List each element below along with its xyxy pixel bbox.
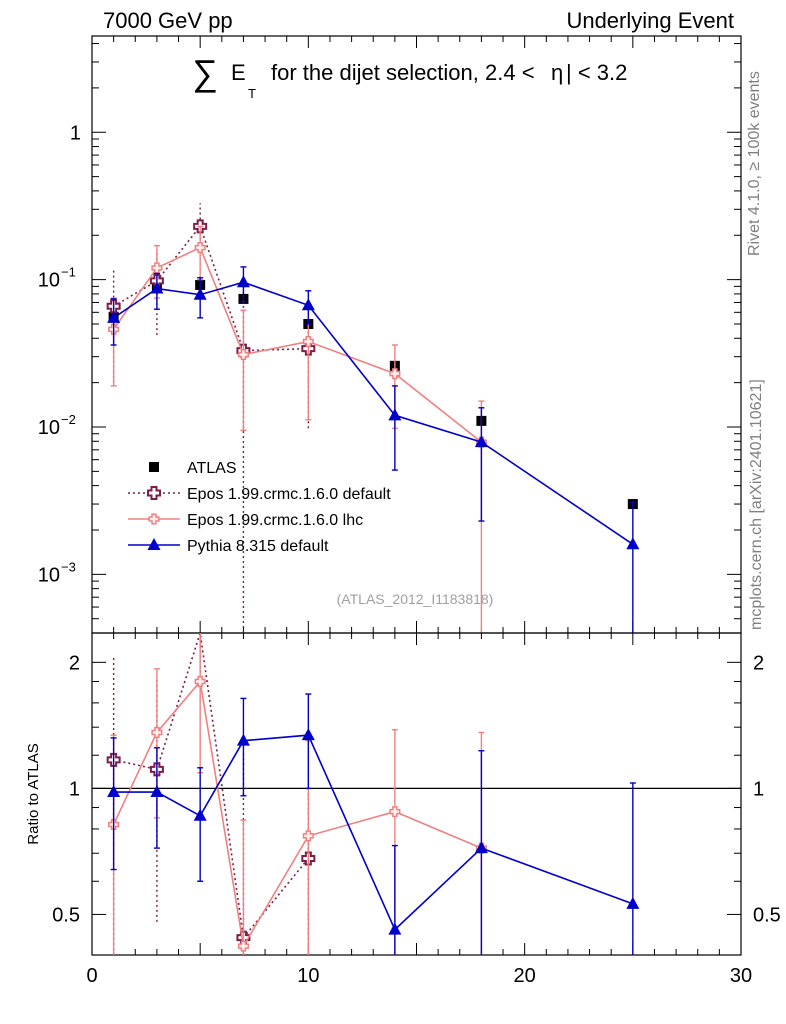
pythia-point — [301, 728, 315, 741]
legend-label: Pythia 8.315 default — [187, 538, 329, 555]
y-tick-exponent: −3 — [61, 559, 76, 574]
epos-lhc-point — [389, 806, 401, 818]
y-tick-label: 1 — [70, 122, 81, 144]
pythia-point — [388, 922, 402, 935]
x-tick-label: 30 — [730, 965, 752, 987]
header-process: 7000 GeV pp — [103, 8, 233, 33]
pythia-point — [626, 537, 640, 550]
ratio-y-axis-label: Ratio to ATLAS — [25, 743, 42, 844]
title-end: | < 3.2 — [566, 60, 627, 85]
pythia-point — [107, 785, 121, 798]
pythia-point — [107, 310, 121, 323]
epos-lhc-point — [237, 349, 249, 361]
ratio-y-tick-label: 2 — [69, 652, 80, 674]
y-tick-exponent: −1 — [61, 265, 76, 280]
main-series — [106, 203, 640, 633]
pythia-point — [193, 287, 207, 300]
pythia-point — [474, 841, 488, 854]
x-tick-label: 20 — [514, 965, 536, 987]
epos-lhc-point — [194, 675, 206, 688]
pythia-point — [150, 785, 164, 798]
main-axis-ticks: 10 −310 −210 −11 — [38, 36, 742, 634]
epos-lhc-point — [151, 262, 163, 274]
ratio-y-tick-label: 1 — [69, 778, 80, 800]
atlas-data-point — [149, 462, 159, 472]
pythia-point — [301, 298, 315, 311]
title-eta: η — [551, 60, 563, 85]
epos-default-point — [147, 486, 161, 500]
pythia-point — [388, 408, 402, 421]
legend-label: ATLAS — [187, 460, 237, 477]
epos-lhc-point — [389, 368, 401, 380]
y-tick-label: 10 — [38, 417, 60, 439]
epos-lhc-point — [194, 242, 206, 254]
y-tick-exponent: −2 — [61, 412, 76, 427]
pythia-point — [193, 808, 207, 821]
pythia-point — [236, 733, 250, 746]
analysis-watermark: (ATLAS_2012_I1183818) — [337, 591, 494, 607]
title-sum-symbol: ∑ — [192, 52, 218, 93]
title-subscript: T — [248, 86, 256, 101]
pythia-point — [147, 538, 161, 550]
pythia-point — [626, 896, 640, 909]
epos-default-line — [113, 632, 309, 940]
epos-lhc-point — [302, 830, 314, 842]
y-tick-label: 10 — [38, 270, 60, 292]
pythia-line — [113, 281, 634, 545]
legend-label: Epos 1.99.crmc.1.6.0 lhc — [187, 512, 363, 529]
pythia-point — [236, 275, 250, 288]
epos-lhc-point — [237, 940, 249, 952]
pythia-line — [113, 734, 634, 931]
legend: ATLAS Epos 1.99.crmc.1.6.0 default Epos 1.… — [128, 460, 391, 555]
ratio-plot-frame — [91, 632, 742, 956]
epos-lhc-point — [302, 336, 314, 348]
ratio-y-tick-label: 0.5 — [52, 904, 80, 926]
ratio-panel-frame — [91, 632, 742, 956]
x-tick-label: 10 — [297, 965, 319, 987]
epos-lhc-line — [112, 679, 482, 949]
epos-lhc-point — [148, 513, 160, 525]
ratio-y-tick-label-right: 0.5 — [753, 904, 781, 926]
ratio-y-tick-label-right: 1 — [753, 778, 764, 800]
pythia-point — [474, 435, 488, 448]
y-tick-label: 10 — [38, 564, 60, 586]
ratio-y-tick-label-right: 2 — [753, 652, 764, 674]
title-E: E — [231, 60, 246, 85]
ratio-series — [106, 632, 640, 955]
x-tick-label: 0 — [86, 965, 97, 987]
legend-label: Epos 1.99.crmc.1.6.0 default — [187, 486, 391, 503]
epos-lhc-line — [112, 246, 482, 443]
pythia-point — [150, 281, 164, 294]
title-text: for the dijet selection, 2.4 < — [271, 60, 535, 85]
header-analysis: Underlying Event — [566, 8, 734, 33]
epos-lhc-point — [151, 726, 163, 739]
ratio-axis-ticks: 0 10 20 30 0.5 0.5 1 1 2 2 Ratio to ATLAS — [25, 633, 781, 987]
